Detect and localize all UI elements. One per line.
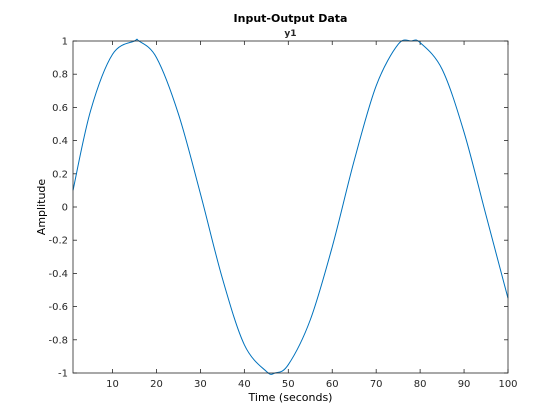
y-tick-label: -1: [58, 369, 68, 380]
y-tick-label: -0.4: [48, 269, 68, 280]
chart-subtitle: y1: [284, 29, 296, 39]
y-tick-label: -0.2: [48, 236, 68, 247]
x-tick-label: 90: [458, 379, 471, 390]
y-tick-label: -0.6: [48, 302, 68, 313]
x-tick-label: 40: [238, 379, 251, 390]
axis-tick-labels: 10 20 30 40 50 60 70 80 90 100-1-0.8-0.6-0.4-0.20…: [48, 37, 517, 391]
y-tick-label: 0.8: [52, 70, 68, 81]
plot-border: [72, 40, 509, 374]
y-tick-label: 0.4: [52, 136, 68, 147]
y-tick-label: 0.6: [52, 103, 68, 114]
y-tick-label: 1: [62, 37, 68, 48]
x-tick-label: 20: [150, 379, 163, 390]
x-axis-label: Time (seconds): [248, 391, 333, 404]
y-axis-label: Amplitude: [35, 179, 48, 236]
x-tick-label: 80: [414, 379, 427, 390]
y-tick-label: 0.2: [52, 169, 68, 180]
axis-ticks: [73, 40, 509, 374]
x-tick-label: 30: [194, 379, 207, 390]
x-tick-label: 70: [370, 379, 383, 390]
x-tick-label: 100: [498, 379, 517, 390]
y-tick-label: 0: [62, 203, 68, 214]
plot-area: [73, 41, 508, 373]
chart-title: Input-Output Data: [234, 12, 348, 25]
x-tick-label: 60: [326, 379, 339, 390]
x-tick-label: 50: [282, 379, 295, 390]
y-tick-label: -0.8: [48, 335, 68, 346]
x-tick-label: 10: [106, 379, 119, 390]
